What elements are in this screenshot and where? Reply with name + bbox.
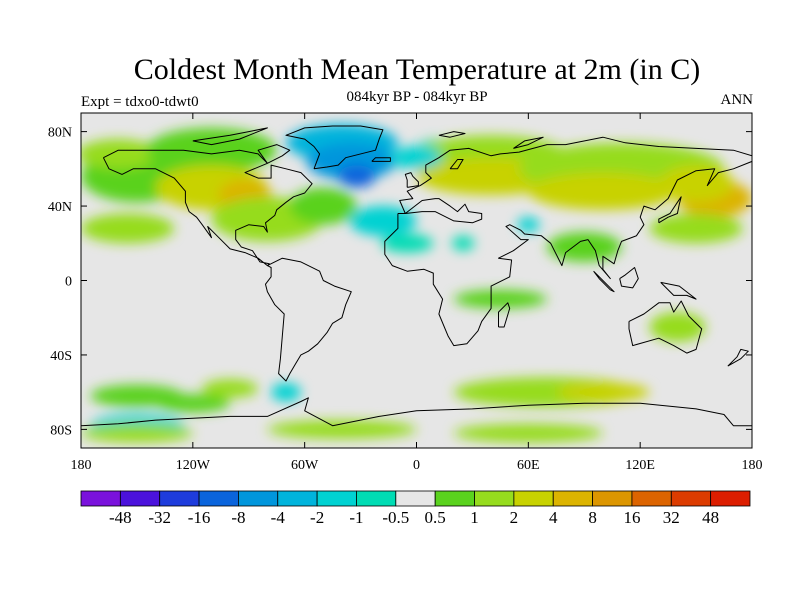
colorbar-box-12 bbox=[552, 490, 593, 507]
x-tick-label-0: 180 bbox=[71, 458, 92, 473]
colorbar-label-0: -48 bbox=[109, 508, 132, 527]
colorbar-box-15 bbox=[670, 490, 712, 507]
coastline-antarctica bbox=[81, 397, 752, 427]
coastline-japan bbox=[658, 196, 682, 224]
map-title: Coldest Month Mean Temperature at 2m (in… bbox=[133, 53, 701, 86]
colorbar-box-9 bbox=[434, 490, 475, 507]
colorbar-box-16 bbox=[710, 490, 751, 507]
colorbar-box-11 bbox=[513, 490, 554, 507]
field-region-24 bbox=[271, 382, 301, 402]
field-region-16 bbox=[528, 172, 678, 210]
coastline-eurasia-africa bbox=[384, 136, 752, 347]
field-region-20 bbox=[649, 213, 743, 244]
coastline-novaya-zemlya bbox=[513, 136, 544, 149]
field-region-22 bbox=[453, 289, 547, 309]
colorbar-label-3: -8 bbox=[231, 508, 245, 527]
field-region-19 bbox=[81, 213, 175, 244]
colorbar-label-15: 48 bbox=[702, 508, 719, 527]
field-region-21 bbox=[546, 232, 622, 262]
coastline-new-zealand bbox=[727, 348, 749, 367]
colorbar-box-2 bbox=[159, 490, 200, 507]
x-tick-label-3: 0 bbox=[413, 458, 420, 473]
field-region-36 bbox=[451, 235, 475, 251]
map-subtitle: 084kyr BP - 084kyr BP bbox=[346, 89, 488, 105]
colorbar-box-1 bbox=[119, 490, 161, 507]
y-tick-label-3: 40S bbox=[50, 349, 72, 364]
field-region-29 bbox=[267, 420, 417, 439]
colorbar-label-5: -2 bbox=[310, 508, 324, 527]
coastline-svalbard bbox=[438, 131, 466, 138]
field-region-18 bbox=[658, 165, 734, 203]
colorbar-label-9: 1 bbox=[470, 508, 479, 527]
x-tick-label-2: 60W bbox=[291, 458, 319, 473]
field-region-27 bbox=[556, 382, 650, 402]
colorbar-label-13: 16 bbox=[623, 508, 640, 527]
field-region-35 bbox=[517, 217, 540, 233]
colorbar-label-2: -16 bbox=[188, 508, 211, 527]
coastline-madagascar bbox=[498, 302, 511, 328]
y-tick-label-2: 0 bbox=[65, 275, 72, 290]
colorbar-box-4 bbox=[238, 490, 279, 507]
season-label: ANN bbox=[720, 92, 754, 108]
coastline-scandinavia-gulf bbox=[449, 159, 464, 170]
coastline-uk bbox=[404, 172, 419, 188]
colorbar-label-14: 32 bbox=[663, 508, 680, 527]
field-region-11 bbox=[381, 233, 434, 253]
field-region-33 bbox=[155, 394, 231, 413]
y-tick-label-4: 80S bbox=[50, 423, 72, 438]
colorbar-label-4: -4 bbox=[271, 508, 286, 527]
field-region-23 bbox=[649, 312, 706, 342]
coastline-new-guinea bbox=[660, 281, 697, 300]
field-region-2 bbox=[146, 127, 277, 173]
coastline-baffin bbox=[257, 144, 291, 164]
coastlines bbox=[81, 125, 752, 427]
temperature-field bbox=[81, 124, 752, 443]
colorbar-box-10 bbox=[474, 490, 515, 507]
colorbar-box-0 bbox=[80, 490, 121, 507]
colorbar: -48 -32 -16 -8 -4 -2 -1 -0.5 0.5 1 2 4 8 16 32 48 bbox=[80, 490, 751, 527]
field-region-1 bbox=[81, 139, 160, 169]
y-tick-label-0: 80N bbox=[48, 126, 72, 141]
field-region-9 bbox=[338, 165, 376, 188]
x-tick-label-5: 120E bbox=[625, 458, 655, 473]
field-region-30 bbox=[453, 423, 603, 443]
colorbar-label-6: -1 bbox=[349, 508, 363, 527]
coastline-iceland bbox=[371, 157, 391, 162]
coastline-sumatra bbox=[593, 270, 615, 293]
field-region-8 bbox=[306, 142, 396, 180]
x-tick-label-4: 60E bbox=[517, 458, 540, 473]
colorbar-label-10: 2 bbox=[510, 508, 519, 527]
field-region-10 bbox=[349, 206, 417, 236]
colorbar-box-7 bbox=[356, 490, 397, 507]
colorbar-label-8: 0.5 bbox=[425, 508, 446, 527]
colorbar-label-1: -32 bbox=[148, 508, 171, 527]
colorbar-label-12: 8 bbox=[588, 508, 597, 527]
coastline-australia bbox=[628, 300, 703, 354]
field-region-34 bbox=[202, 379, 259, 398]
coastline-north-america bbox=[102, 149, 313, 267]
field-region-6 bbox=[289, 187, 357, 225]
x-tick-label-1: 120W bbox=[176, 458, 211, 473]
coastline-south-america bbox=[265, 257, 352, 382]
coastline-greenland bbox=[285, 125, 384, 170]
colorbar-label-7: -0.5 bbox=[382, 508, 409, 527]
colorbar-box-14 bbox=[631, 490, 672, 507]
map-axes: 180 120W 60W 0 60E 120E 180 80N 40N 0 40S 80S bbox=[48, 113, 763, 473]
coastline-arctic-islands bbox=[192, 127, 268, 146]
experiment-label: Expt = tdxo0-tdwt0 bbox=[81, 94, 199, 110]
colorbar-box-13 bbox=[592, 490, 633, 507]
coastline-borneo bbox=[619, 267, 639, 289]
field-region-31 bbox=[390, 146, 443, 169]
y-tick-label-1: 40N bbox=[48, 200, 72, 215]
x-tick-label-6: 180 bbox=[742, 458, 763, 473]
colorbar-box-8 bbox=[395, 490, 436, 507]
colorbar-box-5 bbox=[277, 490, 318, 507]
colorbar-box-3 bbox=[198, 490, 239, 507]
coastline-mediterranean-north bbox=[404, 198, 483, 224]
colorbar-label-11: 4 bbox=[549, 508, 558, 527]
colorbar-box-6 bbox=[316, 490, 357, 507]
field-region-28 bbox=[81, 423, 193, 443]
